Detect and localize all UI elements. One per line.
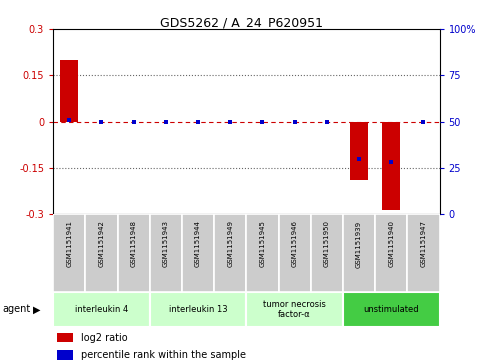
Text: interleukin 13: interleukin 13 bbox=[169, 305, 227, 314]
Bar bbox=[343, 292, 440, 327]
Bar bbox=[150, 214, 182, 292]
Bar bbox=[343, 214, 375, 292]
Text: GSM1151945: GSM1151945 bbox=[259, 220, 266, 267]
Bar bbox=[53, 214, 85, 292]
Text: GSM1151940: GSM1151940 bbox=[388, 220, 394, 268]
Text: unstimulated: unstimulated bbox=[363, 305, 419, 314]
Text: GDS5262 / A_24_P620951: GDS5262 / A_24_P620951 bbox=[160, 16, 323, 29]
Text: GSM1151944: GSM1151944 bbox=[195, 220, 201, 267]
Bar bbox=[407, 214, 440, 292]
Text: GSM1151942: GSM1151942 bbox=[99, 220, 104, 267]
Text: GSM1151948: GSM1151948 bbox=[130, 220, 137, 268]
Bar bbox=[246, 214, 279, 292]
Bar bbox=[311, 214, 343, 292]
Text: percentile rank within the sample: percentile rank within the sample bbox=[81, 350, 246, 360]
Text: interleukin 4: interleukin 4 bbox=[75, 305, 128, 314]
Text: tumor necrosis
factor-α: tumor necrosis factor-α bbox=[263, 300, 326, 319]
Bar bbox=[279, 214, 311, 292]
Bar bbox=[182, 214, 214, 292]
Text: GSM1151947: GSM1151947 bbox=[420, 220, 426, 268]
Text: log2 ratio: log2 ratio bbox=[81, 333, 128, 343]
Text: GSM1151941: GSM1151941 bbox=[66, 220, 72, 268]
Bar bbox=[85, 214, 117, 292]
Bar bbox=[350, 122, 368, 180]
Bar bbox=[246, 292, 343, 327]
Bar bbox=[53, 292, 150, 327]
Text: GSM1151949: GSM1151949 bbox=[227, 220, 233, 268]
Bar bbox=[375, 214, 407, 292]
Text: GSM1151943: GSM1151943 bbox=[163, 220, 169, 268]
Bar bbox=[214, 214, 246, 292]
Text: ▶: ▶ bbox=[33, 304, 41, 314]
Bar bbox=[57, 350, 73, 359]
Text: GSM1151946: GSM1151946 bbox=[292, 220, 298, 268]
Bar bbox=[117, 214, 150, 292]
Bar bbox=[150, 292, 246, 327]
Text: GSM1151939: GSM1151939 bbox=[356, 220, 362, 268]
Bar bbox=[383, 122, 400, 209]
Text: agent: agent bbox=[2, 304, 30, 314]
Bar bbox=[60, 60, 78, 122]
Bar bbox=[57, 333, 73, 342]
Text: GSM1151950: GSM1151950 bbox=[324, 220, 330, 268]
